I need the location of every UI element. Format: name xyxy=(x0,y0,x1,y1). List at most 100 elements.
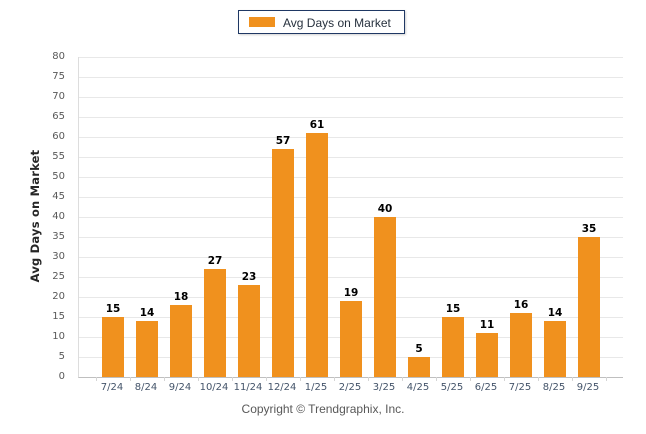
legend: Avg Days on Market xyxy=(238,10,405,34)
bar-value-label: 5 xyxy=(415,342,423,355)
x-tick-label: 1/25 xyxy=(304,382,328,393)
bar xyxy=(578,237,600,377)
bars-row: 15 14 18 27 23 57 61 19 40 5 15 11 16 14 35 xyxy=(79,57,623,377)
y-tick-label: 40 xyxy=(52,211,65,222)
y-tick-label: 0 xyxy=(58,371,65,382)
bar-slot: 18 xyxy=(164,57,198,377)
bar-slot: 57 xyxy=(266,57,300,377)
x-axis-labels: 7/24 8/24 9/24 10/24 11/24 12/24 1/25 2/25 3/25 4… xyxy=(78,382,622,393)
y-tick-label: 75 xyxy=(52,71,65,82)
bar-value-label: 23 xyxy=(241,270,257,283)
bar xyxy=(272,149,294,377)
bar-slot: 15 xyxy=(436,57,470,377)
x-tick-label: 4/25 xyxy=(406,382,430,393)
bar-slot: 35 xyxy=(572,57,606,377)
x-tick-label: 8/25 xyxy=(542,382,566,393)
x-tick-label: 6/25 xyxy=(474,382,498,393)
y-tick-label: 80 xyxy=(52,51,65,62)
x-tick-label: 9/24 xyxy=(168,382,192,393)
bar-value-label: 35 xyxy=(581,222,597,235)
bar-slot: 19 xyxy=(334,57,368,377)
x-axis-tick xyxy=(198,377,199,381)
x-tick-label: 7/25 xyxy=(508,382,532,393)
y-tick-label: 55 xyxy=(52,151,65,162)
y-tick-label: 70 xyxy=(52,91,65,102)
x-tick-label: 11/24 xyxy=(233,382,263,393)
bar-slot: 40 xyxy=(368,57,402,377)
bar-slot: 27 xyxy=(198,57,232,377)
y-tick-label: 45 xyxy=(52,191,65,202)
bar xyxy=(544,321,566,377)
bar-slot: 11 xyxy=(470,57,504,377)
x-tick-label: 9/25 xyxy=(576,382,600,393)
x-axis-tick xyxy=(538,377,539,381)
y-tick-label: 30 xyxy=(52,251,65,262)
x-axis-tick xyxy=(300,377,301,381)
x-axis-tick xyxy=(164,377,165,381)
plot-area: 15 14 18 27 23 57 61 19 40 5 15 11 16 14 35 xyxy=(78,57,623,381)
x-tick-label: 7/24 xyxy=(100,382,124,393)
bar-value-label: 14 xyxy=(547,306,563,319)
x-axis-tick xyxy=(266,377,267,381)
x-axis-tick xyxy=(368,377,369,381)
x-axis-tick xyxy=(572,377,573,381)
bar-slot: 15 xyxy=(96,57,130,377)
x-axis-tick xyxy=(470,377,471,381)
bar xyxy=(408,357,430,377)
bar xyxy=(510,313,532,377)
y-tick-label: 20 xyxy=(52,291,65,302)
bar-value-label: 11 xyxy=(479,318,495,331)
y-tick-label: 15 xyxy=(52,311,65,322)
legend-swatch-icon xyxy=(249,17,275,27)
x-tick-label: 10/24 xyxy=(199,382,229,393)
y-tick-label: 65 xyxy=(52,111,65,122)
bar xyxy=(102,317,124,377)
x-axis-tick xyxy=(504,377,505,381)
y-tick-label: 10 xyxy=(52,331,65,342)
x-axis-tick xyxy=(436,377,437,381)
bar xyxy=(136,321,158,377)
x-tick-label: 3/25 xyxy=(372,382,396,393)
bar xyxy=(204,269,226,377)
bar-value-label: 14 xyxy=(139,306,155,319)
bar-value-label: 16 xyxy=(513,298,529,311)
x-axis-tick xyxy=(334,377,335,381)
bar xyxy=(170,305,192,377)
x-tick-label: 5/25 xyxy=(440,382,464,393)
x-tick-label: 8/24 xyxy=(134,382,158,393)
x-axis-tick xyxy=(232,377,233,381)
x-tick-label: 12/24 xyxy=(267,382,297,393)
y-tick-label: 50 xyxy=(52,171,65,182)
x-axis-tick xyxy=(130,377,131,381)
bar-value-label: 15 xyxy=(105,302,121,315)
bar xyxy=(374,217,396,377)
bar-slot: 16 xyxy=(504,57,538,377)
y-tick-label: 60 xyxy=(52,131,65,142)
bar xyxy=(442,317,464,377)
bar-slot: 14 xyxy=(130,57,164,377)
bar-slot: 14 xyxy=(538,57,572,377)
bar xyxy=(476,333,498,377)
x-axis-tick xyxy=(402,377,403,381)
x-axis-tick xyxy=(96,377,97,381)
y-axis-labels: 80 75 70 65 60 55 50 45 40 35 30 25 20 15 10 5 0 xyxy=(0,51,71,382)
bar-value-label: 15 xyxy=(445,302,461,315)
y-tick-label: 5 xyxy=(58,351,65,362)
bar-value-label: 18 xyxy=(173,290,189,303)
x-tick-label: 2/25 xyxy=(338,382,362,393)
legend-label: Avg Days on Market xyxy=(283,15,391,30)
bar xyxy=(340,301,362,377)
y-tick-label: 35 xyxy=(52,231,65,242)
copyright-text: Copyright © Trendgraphix, Inc. xyxy=(241,402,405,416)
y-tick-label: 25 xyxy=(52,271,65,282)
bar-value-label: 19 xyxy=(343,286,359,299)
bar-value-label: 40 xyxy=(377,202,393,215)
bar-slot: 61 xyxy=(300,57,334,377)
x-axis-tick xyxy=(606,377,607,381)
bar xyxy=(238,285,260,377)
bar-value-label: 61 xyxy=(309,118,325,131)
bar-slot: 23 xyxy=(232,57,266,377)
bar-value-label: 57 xyxy=(275,134,291,147)
bar-value-label: 27 xyxy=(207,254,223,267)
